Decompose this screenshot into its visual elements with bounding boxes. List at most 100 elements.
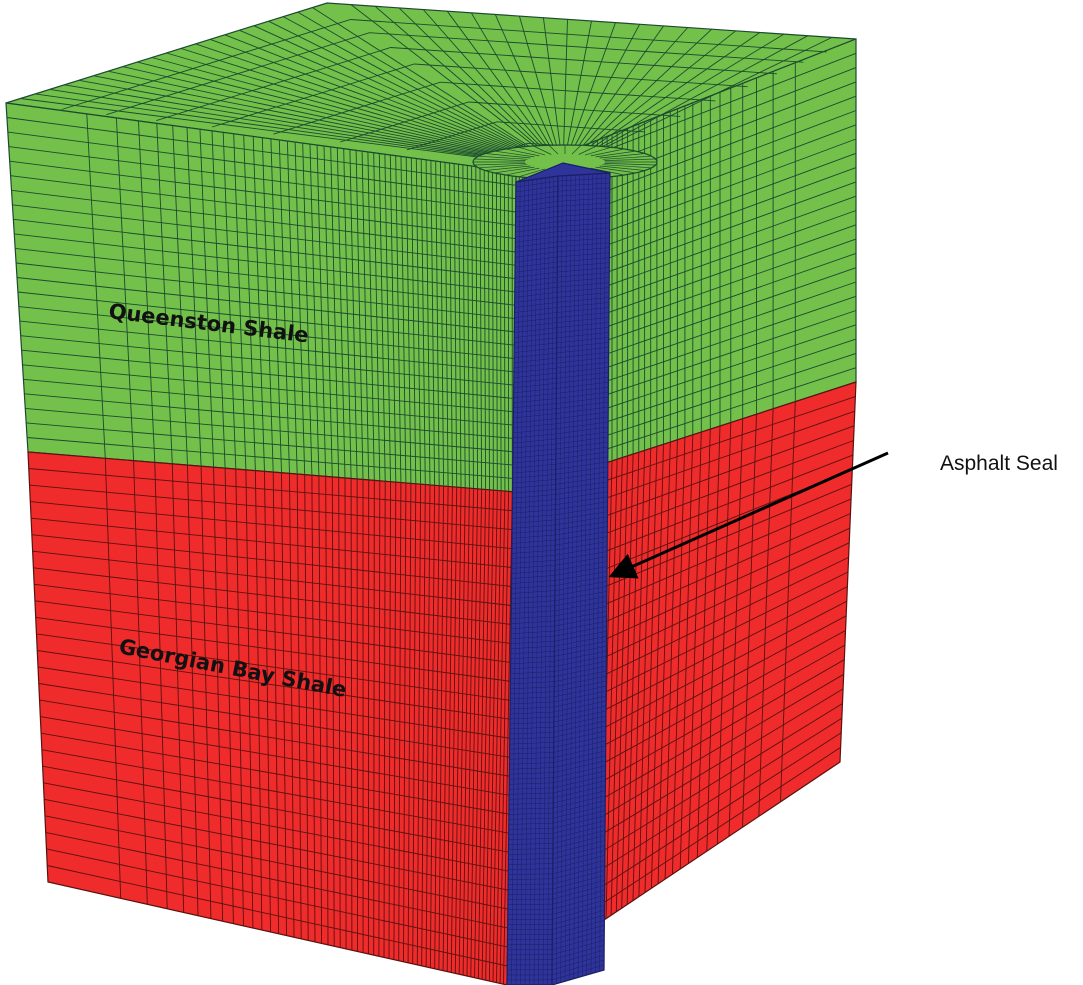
seal-front-mesh-horizontal <box>507 913 553 915</box>
front-upper-mesh-horizontal <box>17 291 517 346</box>
refined-ring-spoke <box>595 166 636 174</box>
seal-front-mesh-horizontal <box>508 878 553 880</box>
refined-ring-spoke <box>590 167 625 176</box>
seal-side-mesh-horizontal <box>553 735 606 748</box>
seal-side-mesh-horizontal <box>552 919 605 935</box>
seal-side-mesh-horizontal <box>553 785 606 799</box>
seal-side-mesh-horizontal <box>557 292 610 298</box>
seal-front-mesh-horizontal <box>513 393 557 399</box>
front-lower-mesh-horizontal <box>39 699 511 777</box>
seal-front-mesh-horizontal <box>515 241 558 248</box>
seal-front-mesh-horizontal <box>507 893 553 895</box>
seal-front-mesh-horizontal <box>507 924 553 926</box>
seal-front-mesh-horizontal <box>512 458 556 464</box>
front-lower-mesh-horizontal <box>35 616 513 683</box>
top-mesh-radial <box>494 14 564 169</box>
seal-front-mesh-horizontal <box>511 600 555 604</box>
refined-ring-spoke <box>584 146 612 156</box>
seal-side-mesh-horizontal <box>552 924 605 940</box>
seal-side-mesh-horizontal <box>557 297 610 303</box>
seal-front-mesh-horizontal <box>513 423 557 429</box>
seal-front-mesh-horizontal <box>515 231 558 238</box>
seal-front-mesh-horizontal <box>515 236 558 243</box>
seal-side-mesh-horizontal <box>554 640 607 652</box>
front-upper-mesh-horizontal <box>21 349 517 400</box>
seal-side-mesh-horizontal <box>552 929 605 945</box>
seal-front-mesh-horizontal <box>515 226 558 233</box>
seal-side-mesh-horizontal <box>552 845 605 859</box>
seal-front-mesh-horizontal <box>511 610 555 614</box>
seal-front-mesh-horizontal <box>509 777 554 780</box>
seal-side-mesh-horizontal <box>557 187 610 192</box>
top-mesh-radial <box>350 4 564 169</box>
seal-front-mesh-horizontal <box>509 797 554 800</box>
seal-front-mesh-horizontal <box>510 635 555 639</box>
seal-side-mesh-horizontal <box>556 421 609 430</box>
seal-side-mesh-horizontal <box>552 914 605 930</box>
seal-side-mesh-horizontal <box>556 391 609 399</box>
front-lower-mesh-horizontal <box>34 600 513 664</box>
top-mesh-radial <box>562 24 640 169</box>
seal-front-mesh-horizontal <box>510 666 555 670</box>
seal-side-mesh-horizontal <box>553 715 606 728</box>
refined-ring-spoke <box>533 145 552 155</box>
front-upper-mesh-horizontal <box>12 204 517 266</box>
seal-front-mesh-horizontal <box>515 201 558 208</box>
top-mesh-radial <box>562 20 592 169</box>
seal-side-mesh-horizontal <box>552 855 605 869</box>
top-mesh-radial <box>151 57 564 169</box>
seal-front-mesh-horizontal <box>510 656 555 660</box>
seal-front-mesh-horizontal <box>509 747 554 750</box>
seal-front-mesh-horizontal <box>512 524 556 529</box>
seal-front-mesh-horizontal <box>513 362 557 368</box>
seal-side-mesh-horizontal <box>553 720 606 733</box>
seal-front-mesh-horizontal <box>510 671 555 675</box>
seal-side-mesh-horizontal <box>553 780 606 794</box>
front-lower-mesh-horizontal <box>40 716 511 796</box>
seal-front-mesh-horizontal <box>510 706 555 710</box>
seal-front-mesh-horizontal <box>515 185 558 193</box>
seal-side-mesh-horizontal <box>553 800 606 814</box>
front-lower-mesh-horizontal <box>28 468 516 512</box>
seal-side-mesh-horizontal <box>552 904 605 920</box>
seal-side-mesh-horizontal <box>554 601 607 612</box>
seal-front-mesh-horizontal <box>513 383 557 389</box>
seal-side-mesh-horizontal <box>557 272 610 278</box>
seal-side-mesh-horizontal <box>552 870 605 885</box>
front-upper-mesh-horizontal <box>7 131 517 200</box>
top-mesh-ring <box>340 101 681 143</box>
seal-front-mesh-horizontal <box>511 615 555 619</box>
top-mesh-ring <box>273 81 716 135</box>
seal-front-mesh-horizontal <box>514 276 558 283</box>
seal-front-mesh-horizontal <box>514 302 558 308</box>
refined-ring-spoke <box>590 148 625 157</box>
top-mesh-radial <box>268 20 564 169</box>
seal-side-mesh-horizontal <box>552 850 605 864</box>
seal-side-mesh-horizontal <box>552 909 605 925</box>
front-lower-mesh-horizontal <box>33 567 514 626</box>
seal-side-mesh-horizontal <box>555 491 608 500</box>
seal-side-mesh-horizontal <box>555 521 608 531</box>
seal-side-mesh-horizontal <box>557 252 610 258</box>
front-lower-mesh-horizontal <box>37 650 512 720</box>
seal-side-mesh-horizontal <box>555 546 608 556</box>
refined-ring-spoke <box>505 148 540 157</box>
seal-side-mesh-horizontal <box>555 551 608 561</box>
seal-front-mesh-horizontal <box>510 640 555 644</box>
seal-side-mesh-horizontal <box>557 192 610 197</box>
seal-side-mesh-horizontal <box>557 232 610 237</box>
seal-side-mesh-horizontal <box>553 710 607 723</box>
top-mesh-radial <box>470 12 564 169</box>
top-mesh-radial <box>78 79 564 169</box>
seal-front-mesh-horizontal <box>513 438 557 444</box>
seal-side-mesh-horizontal <box>557 257 610 263</box>
seal-side-mesh-horizontal <box>552 939 605 955</box>
seal-front-mesh-horizontal <box>512 509 556 514</box>
front-upper-mesh-horizontal <box>11 189 517 253</box>
seal-front-mesh-horizontal <box>514 307 558 313</box>
seal-front-mesh-horizontal <box>510 696 555 700</box>
front-lower-mesh-horizontal <box>30 501 516 550</box>
top-mesh-radial <box>562 25 664 169</box>
refined-ring-spoke <box>494 166 535 174</box>
